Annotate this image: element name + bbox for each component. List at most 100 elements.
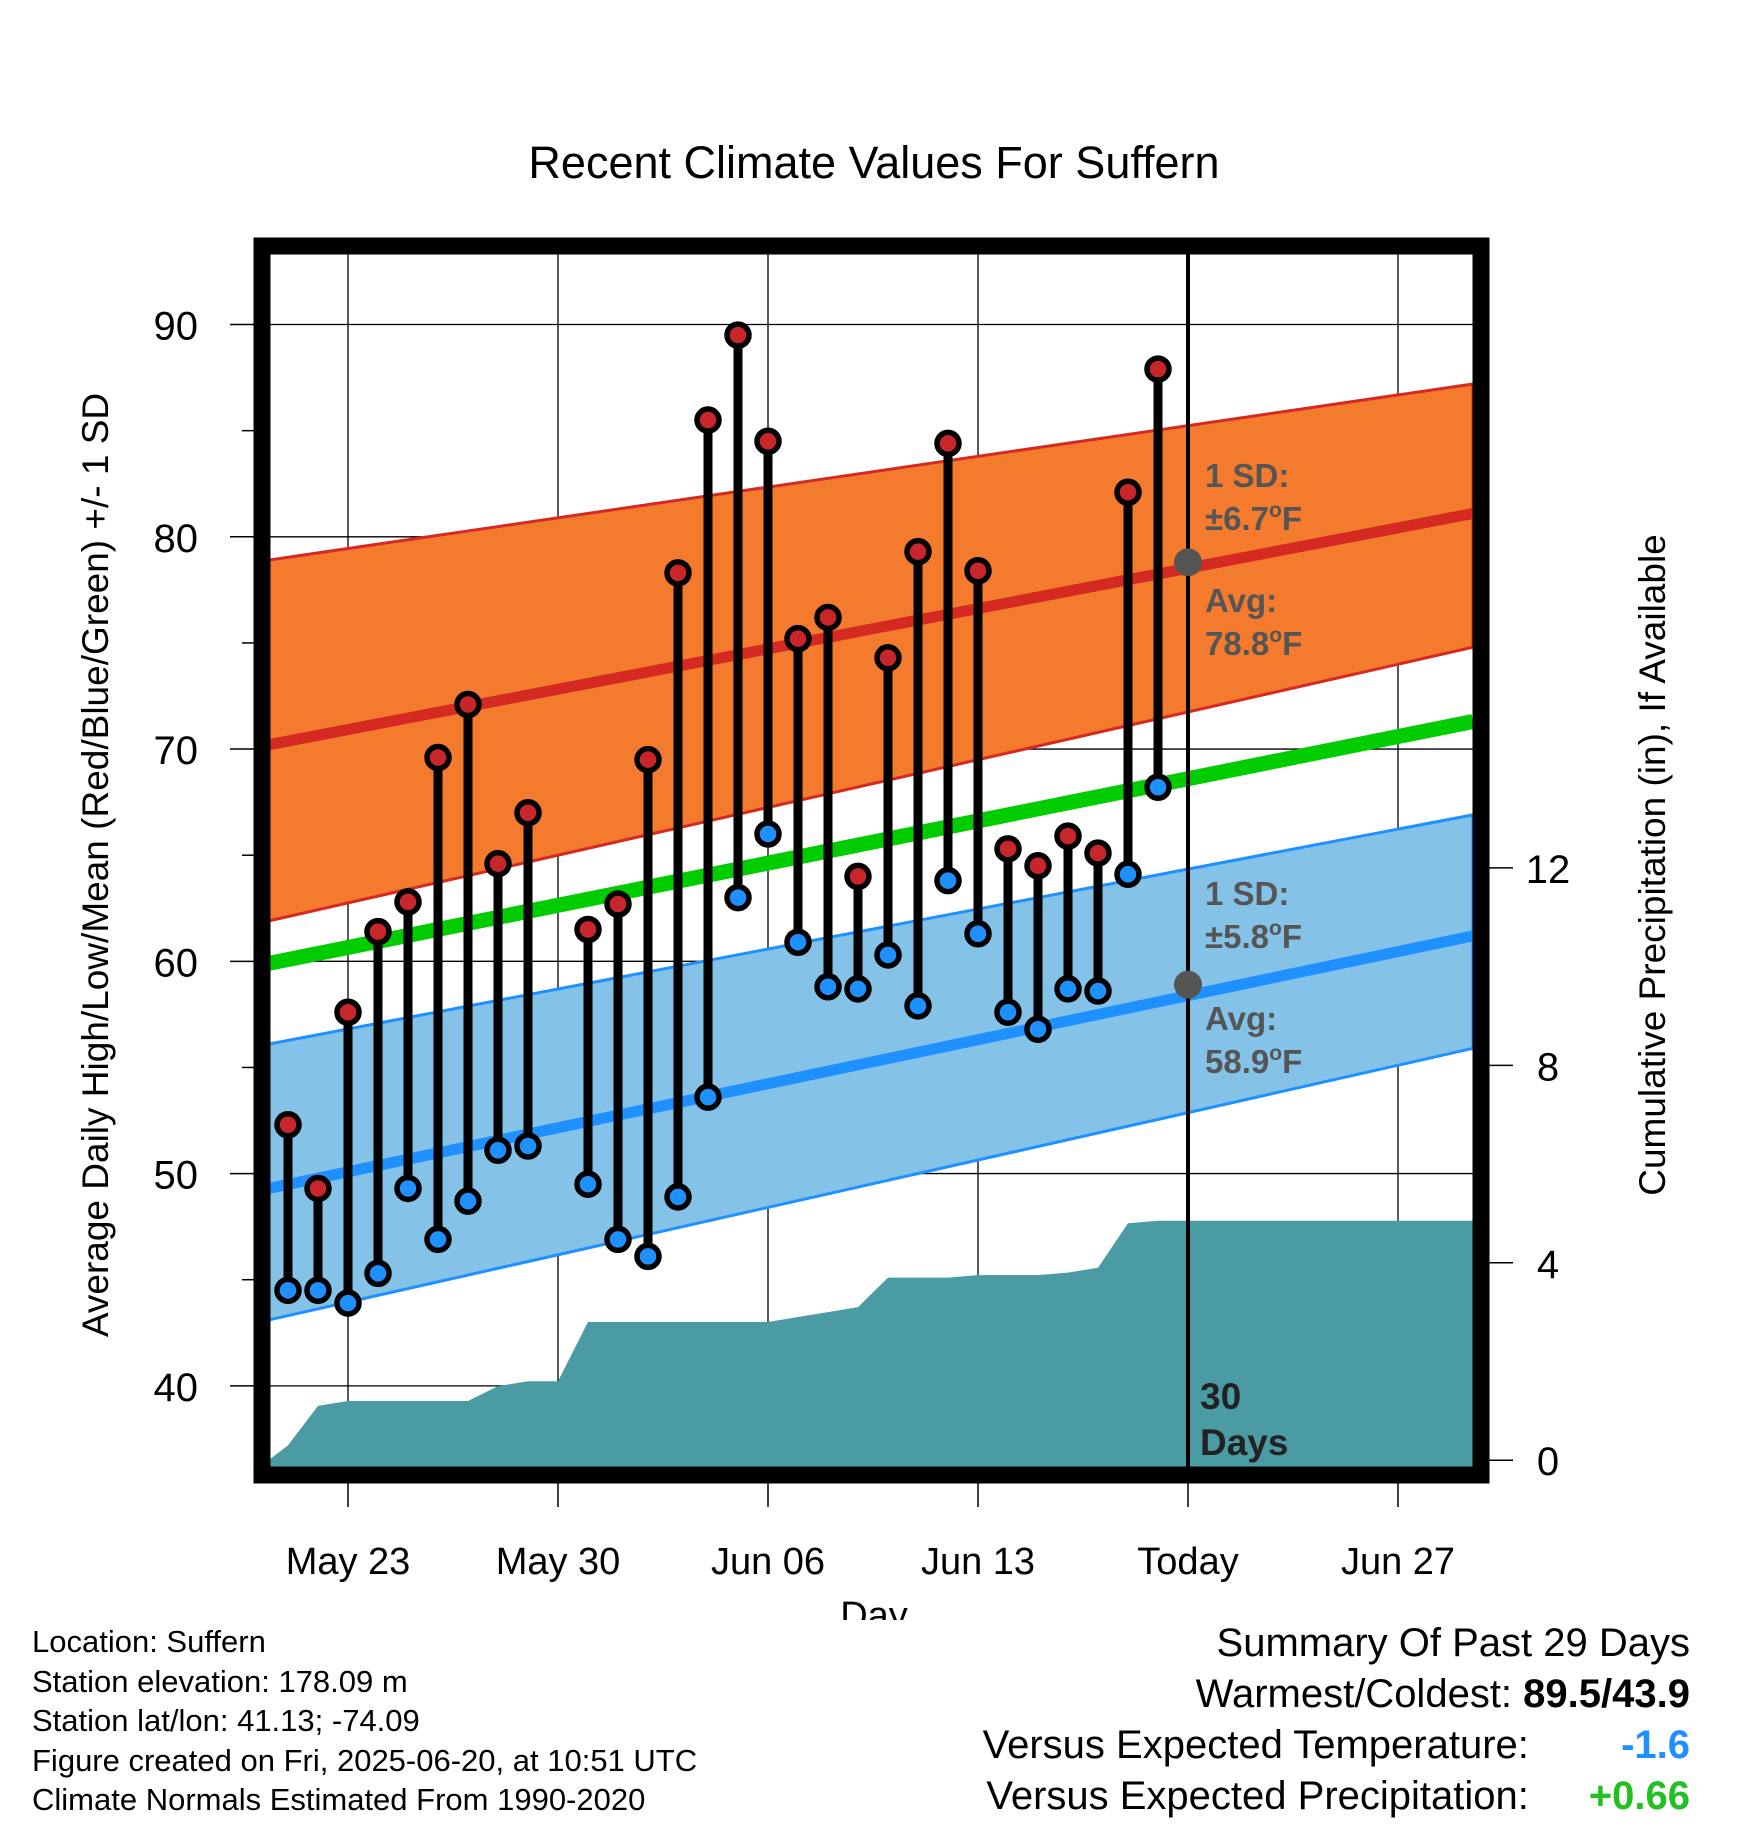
x-tick-label: Today [1137,1541,1238,1583]
y-tick-label: 90 [154,305,199,349]
low-temp-point [364,1259,392,1288]
high-temp-point [574,915,602,944]
y-tick-label: 70 [154,729,199,773]
high-temp-point [1084,839,1112,867]
y2-tick-label: 0 [1537,1440,1559,1484]
high-temp-point [694,406,722,434]
low-sd-label: 1 SD: [1205,875,1289,912]
high-temp-point [1144,355,1172,383]
high-temp-point [1054,822,1082,850]
low-temp-point [874,941,902,969]
low-temp-point [814,973,842,1001]
precip-value: +0.66 [1588,1774,1690,1818]
high-temp-point [304,1174,332,1203]
y-tick-label: 80 [154,517,199,561]
x-tick-label: May 23 [286,1541,411,1583]
summary-heading: Summary Of Past 29 Days [1216,1621,1690,1665]
low-avg-value: 58.9oF [1205,1042,1302,1080]
days-word-label: Days [1200,1422,1288,1463]
high-temp-point [334,998,362,1027]
low-temp-point [574,1170,602,1198]
high-temp-point [844,862,872,891]
high-temp-point [904,537,932,566]
high-temp-point [1024,852,1052,880]
created-text: Figure created on Fri, 2025-06-20, at 10… [32,1742,698,1778]
low-temp-point [454,1187,482,1215]
high-temp-point [784,624,812,653]
precip-label: Versus Expected Precipitation: [986,1774,1529,1818]
low-temp-point [1024,1015,1052,1043]
summary-precip-row: Versus Expected Precipitation: +0.66 [983,1771,1690,1822]
low-avg-label: Avg: [1205,1000,1277,1037]
high-temp-point [484,849,512,878]
low-temp-point [934,866,962,895]
x-axis-label: Day [840,1595,908,1620]
high-temp-point [364,917,392,946]
high-temp-point [514,798,542,827]
high-temp-point [994,835,1022,863]
low-temp-point [784,928,812,956]
high-temp-point [274,1111,302,1139]
low-temp-point [724,883,752,912]
climate-chart: Recent Climate Values For Suffern 1 SD: ±… [75,137,1673,1620]
low-temp-point [514,1132,542,1160]
summary-temp-row: Versus Expected Temperature: -1.6 [983,1720,1690,1771]
high-temp-point [814,603,842,632]
station-info: Location: Suffern Station elevation: 178… [32,1622,697,1820]
y2-tick-label: 12 [1526,848,1571,892]
high-temp-point [874,644,902,672]
low-temp-point [1084,977,1112,1005]
low-temp-point [694,1083,722,1111]
y-axis-label: Average Daily High/Low/Mean (Red/Blue/Gr… [75,393,116,1337]
x-tick-label: Jun 13 [921,1541,1035,1583]
high-avg-value: 78.8oF [1205,624,1302,662]
y-tick-label: 40 [154,1366,199,1410]
temp-value: -1.6 [1621,1723,1690,1767]
x-tick-label: May 30 [496,1541,621,1583]
high-temp-point [454,690,482,719]
high-temp-point [934,429,962,458]
x-tick-label: Jun 27 [1341,1541,1455,1583]
low-temp-point [634,1242,662,1271]
high-temp-point [604,890,632,918]
location-text: Location: Suffern [32,1624,266,1659]
temp-label: Versus Expected Temperature: [982,1723,1529,1767]
low-temp-point [604,1225,632,1254]
x-tick-label: Jun 06 [711,1541,825,1583]
low-temp-point [664,1183,692,1211]
high-temp-point [1114,478,1142,506]
days-count-label: 30 [1200,1376,1241,1417]
low-temp-point [964,919,992,948]
normals-text: Climate Normals Estimated From 1990-2020 [32,1782,646,1817]
high-temp-point [394,888,422,916]
elevation-text: Station elevation: 178.09 m [32,1663,408,1699]
high-temp-point [634,745,662,774]
low-temp-point [334,1289,362,1317]
high-temp-point [754,427,782,456]
high-temp-point [964,557,992,585]
y-tick-label: 50 [154,1154,199,1198]
warm-cold-label: Warmest/Coldest: [1195,1672,1513,1716]
y2-tick-label: 4 [1537,1243,1559,1287]
plot-area: 1 SD: ±6.7oF Avg: 78.8oF 1 SD: ±5.8oF Avg: 58.9… [154,237,1571,1583]
low-temp-point [1114,860,1142,889]
low-temp-point [1144,773,1172,802]
low-temp-point [304,1276,332,1305]
low-temp-point [484,1136,512,1164]
low-temp-point [994,998,1022,1027]
precip-area [268,1220,1473,1475]
today-high-avg-marker [1174,548,1202,577]
y2-tick-label: 8 [1537,1045,1559,1089]
low-temp-point [904,992,932,1020]
y2-axis-label: Cumulative Precipitation (in), If Availa… [1632,534,1673,1196]
low-temp-point [424,1225,452,1254]
low-temp-point [394,1174,422,1203]
low-temp-point [1054,975,1082,1003]
high-sd-label: 1 SD: [1205,457,1289,494]
chart-title: Recent Climate Values For Suffern [528,137,1219,188]
today-low-avg-marker [1174,970,1202,999]
high-temp-point [724,321,752,349]
latlon-text: Station lat/lon: 41.13; -74.09 [32,1703,420,1738]
low-sd-value: ±5.8oF [1205,917,1302,955]
high-temp-point [664,559,692,587]
